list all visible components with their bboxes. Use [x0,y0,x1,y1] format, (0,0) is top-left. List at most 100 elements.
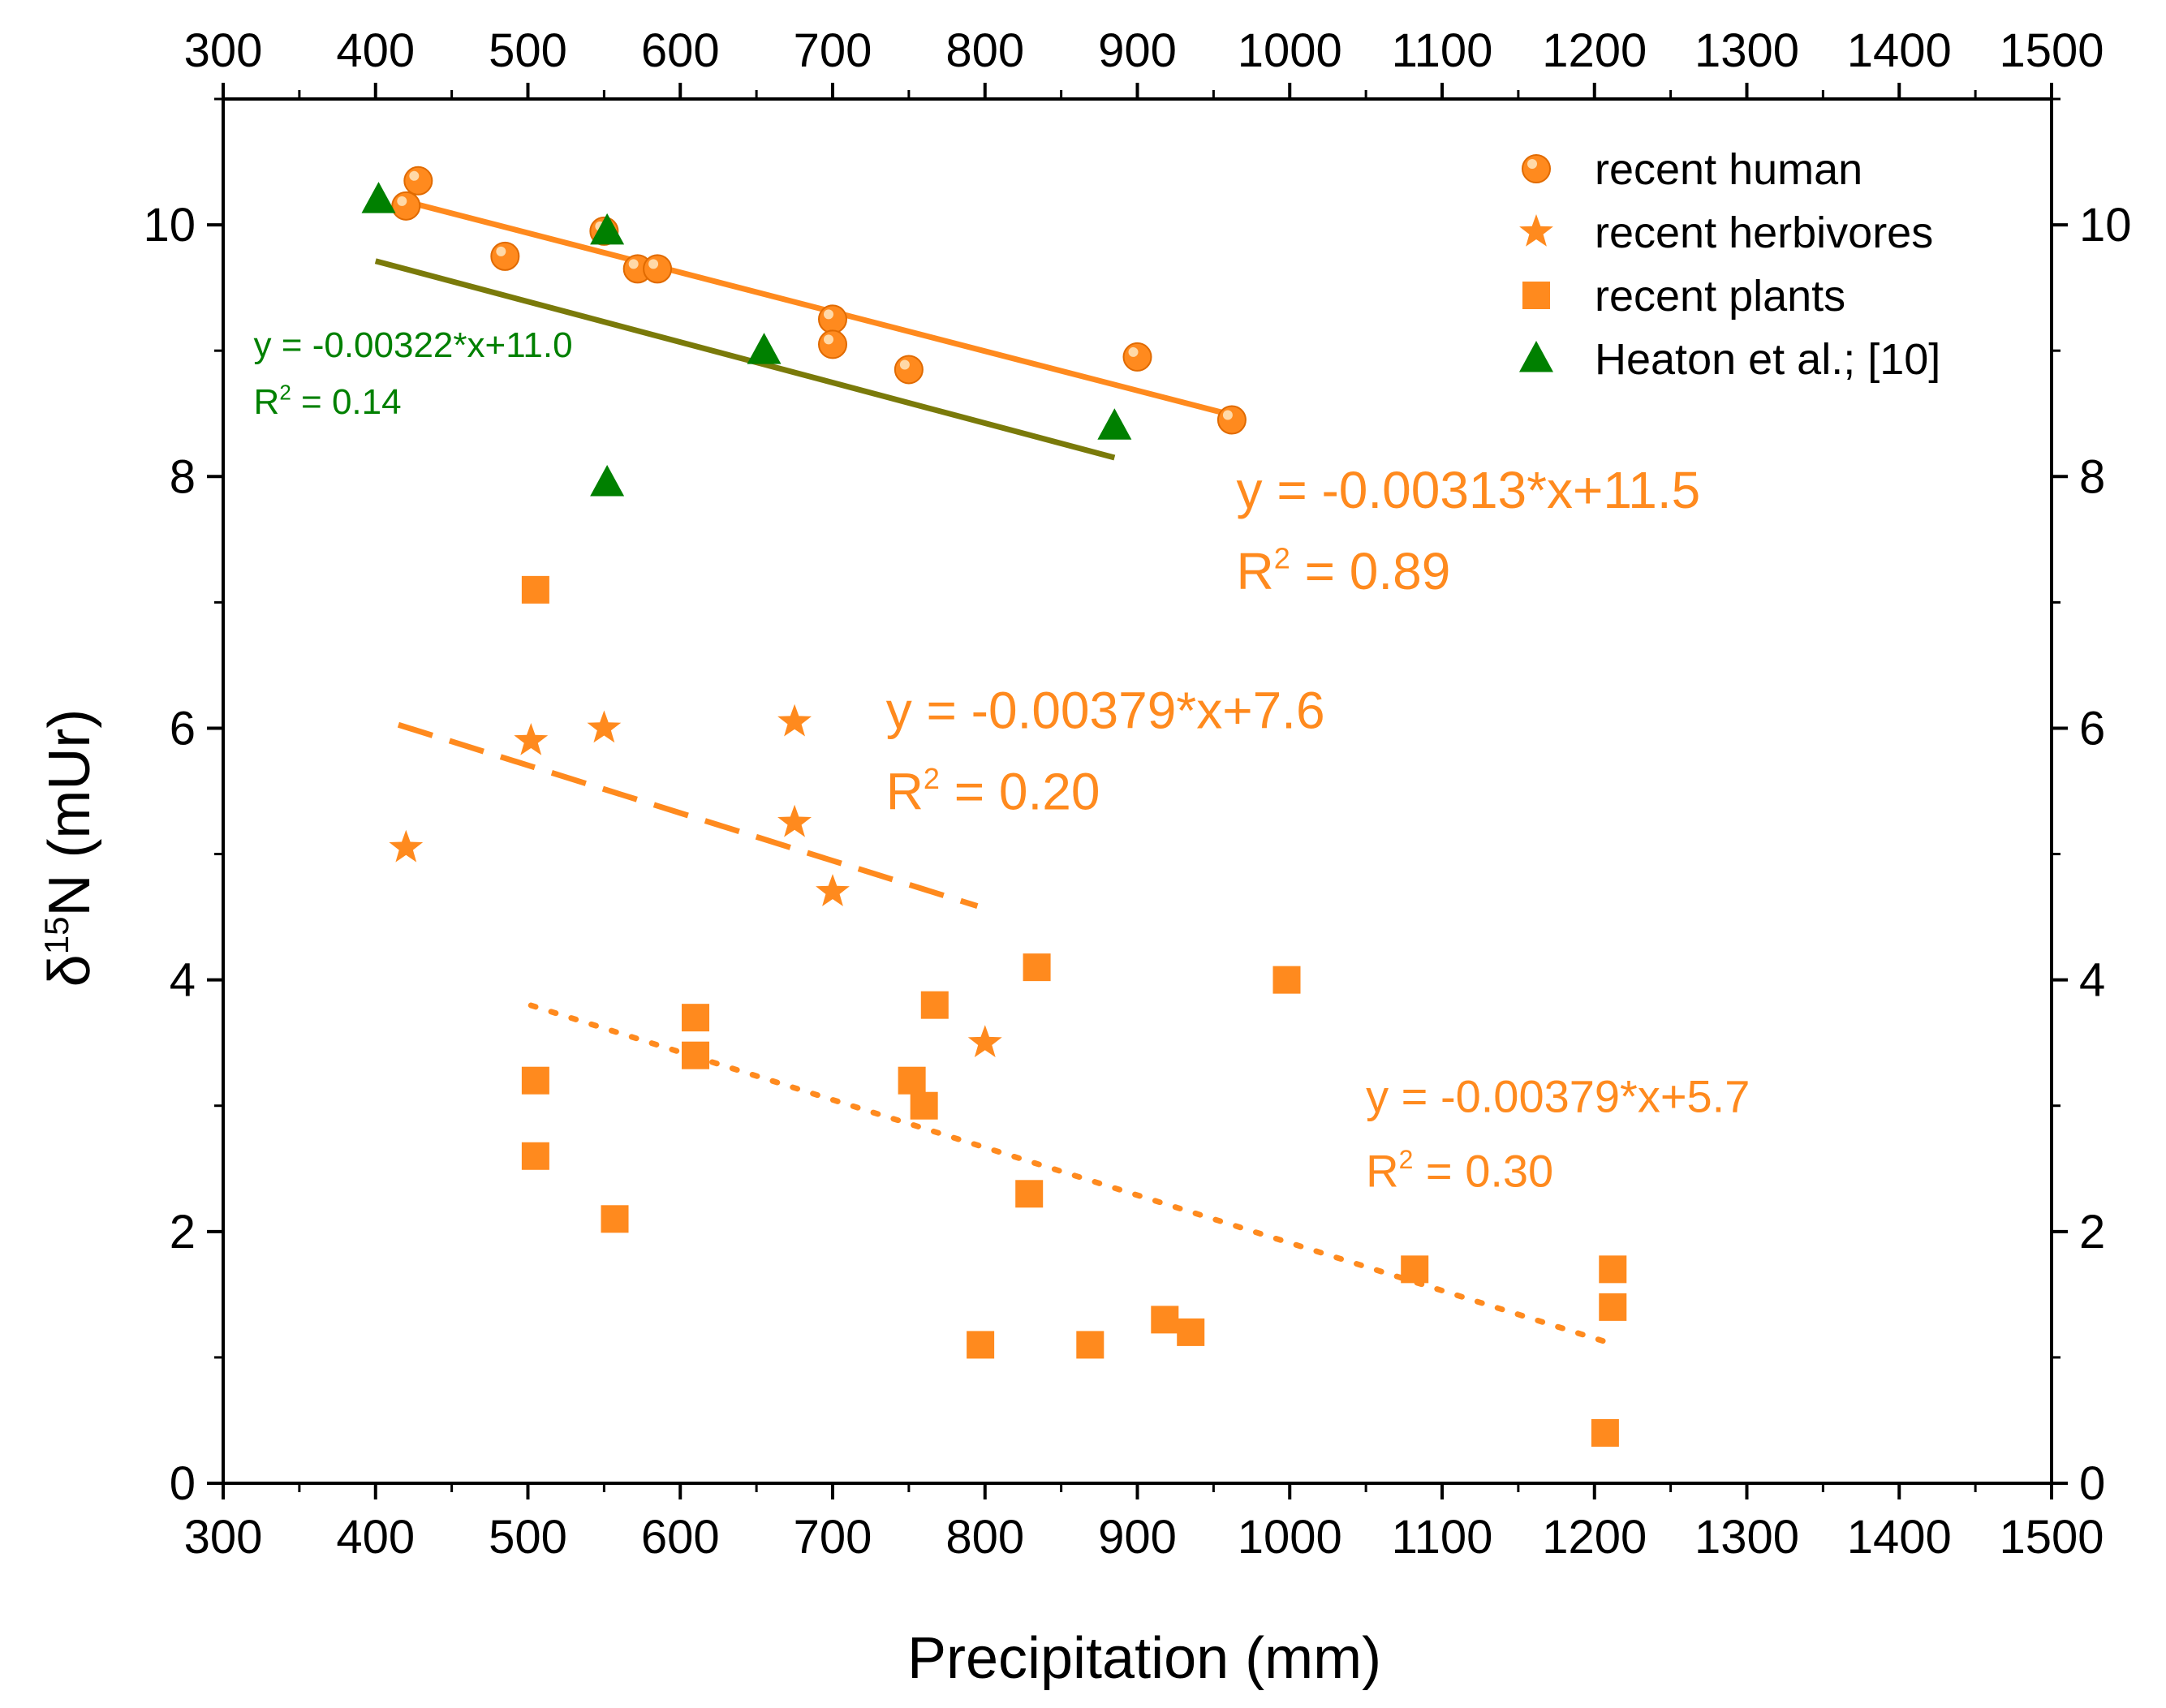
fit-equation-plants: y = -0.00379*x+5.7 [1366,1070,1750,1121]
marker-body [1522,154,1551,183]
x-tick-label-top: 700 [794,24,872,77]
data-point-square [521,575,549,604]
y-axis-title-rest: N (mUr) [37,709,102,917]
data-point-star [389,829,424,863]
data-point-circle [894,355,924,385]
data-point-square [1591,1418,1619,1447]
marker-body [1216,405,1247,435]
data-point-square [1151,1306,1179,1334]
data-point-star [777,703,812,737]
r2-rest: = 0.89 [1290,542,1451,600]
data-point-square [1177,1318,1205,1346]
x-tick-label-top: 1300 [1694,24,1799,77]
data-point-triangle [590,213,625,245]
fit-equation-herbivores: y = -0.00379*x+7.6 [886,681,1325,739]
data-point-square [682,1041,710,1069]
y-tick-label-left: 6 [170,702,196,755]
fit-equation-heaton: y = -0.00322*x+11.0 [254,325,573,365]
data-point-square [521,1142,549,1170]
data-point-square [1401,1255,1429,1284]
data-point-circle [643,254,673,284]
data-point-circle [490,241,520,271]
marker-highlight [409,170,420,181]
marker-body [391,191,421,221]
x-tick-label-top: 800 [945,24,1024,77]
y-axis-title-main: δ [37,954,102,987]
y-tick-label-left: 0 [170,1457,196,1510]
data-point-circle [1216,405,1247,435]
x-tick-label-bottom: 600 [641,1511,720,1564]
legend: recent human recent herbivores recent plan… [1519,145,1940,384]
marker-body [643,254,673,284]
fit-r2-human: R2 = 0.89 [1237,541,1451,600]
data-point-circle [818,329,847,359]
r2-prefix: R [1237,542,1274,600]
x-tick-label-top: 600 [641,24,720,77]
marker-highlight [824,309,833,320]
fit-r2-herbivores: R2 = 0.20 [886,762,1100,821]
x-tick-label-top: 1500 [1999,24,2104,77]
marker-highlight [899,359,910,370]
r2-prefix: R [886,762,924,820]
fit-r2-plants: R2 = 0.30 [1366,1145,1553,1196]
marker-highlight [1527,159,1537,169]
data-point-square [682,1004,710,1032]
data-point-circle [1122,342,1152,372]
r2-prefix: R [1366,1145,1398,1196]
data-point-square [920,991,949,1019]
annotations-layer: y = -0.00322*x+11.0R2 = 0.14y = -0.00313… [254,325,1750,1197]
data-point-square [967,1331,995,1359]
y-tick-label-right: 2 [2079,1206,2105,1258]
r2-sup: 2 [1274,541,1290,574]
marker-highlight [628,259,639,269]
legend-label: recent herbivores [1595,209,1933,257]
data-point-circle [403,166,433,196]
y-tick-label-right: 0 [2079,1457,2105,1510]
x-tick-label-bottom: 1100 [1392,1511,1493,1564]
x-tick-label-top: 1200 [1542,24,1647,77]
data-point-triangle [747,333,782,364]
y-tick-label-left: 10 [143,199,196,252]
y-tick-label-left: 4 [170,954,196,1007]
marker-highlight [824,334,833,345]
data-point-circle [391,191,421,221]
marker-body [1122,342,1152,372]
x-tick-label-top: 900 [1098,24,1177,77]
svg-text:δ15N (mUr): δ15N (mUr) [37,709,102,987]
marker-highlight [496,246,506,256]
r2-sup: 2 [1399,1145,1414,1174]
r2-sup: 2 [924,762,940,795]
x-tick-label-bottom: 300 [184,1511,263,1564]
data-point-star [777,804,812,837]
x-tick-label-bottom: 1500 [1999,1511,2104,1564]
data-point-circle [818,304,847,334]
fit-line-solid [405,198,1233,418]
y-tick-label-left: 8 [170,450,196,503]
marker-body [818,329,847,359]
fit-equation-human: y = -0.00313*x+11.5 [1237,461,1701,519]
marker-highlight [397,196,407,206]
y-tick-label-right: 4 [2079,954,2105,1007]
fit-line-dotted [528,1002,1616,1347]
fit-lines-layer [374,198,1616,1347]
x-tick-label-top: 500 [489,24,567,77]
r2-prefix: R [254,382,280,422]
y-axis-title-sup: 15 [37,917,75,955]
fit-r2-heaton: R2 = 0.14 [254,380,402,422]
y-tick-label-right: 10 [2079,199,2132,252]
marker-highlight [1128,346,1139,357]
r2-rest: = 0.14 [291,382,402,422]
marker-body [403,166,433,196]
x-axis-title: Precipitation (mm) [907,1626,1381,1691]
data-point-square [910,1091,938,1120]
data-point-square [1272,966,1301,994]
data-point-star [587,710,622,743]
x-tick-label-bottom: 1200 [1542,1511,1647,1564]
data-point-triangle [361,182,396,213]
x-tick-label-top: 300 [184,24,263,77]
data-point-square [1015,1180,1044,1208]
y-axis-title: δ15N (mUr) [37,709,102,987]
y-tick-label-right: 6 [2079,702,2105,755]
x-tick-label-bottom: 500 [489,1511,567,1564]
axes-layer: 3003004004005005006006007007008008009009… [143,24,2131,1564]
